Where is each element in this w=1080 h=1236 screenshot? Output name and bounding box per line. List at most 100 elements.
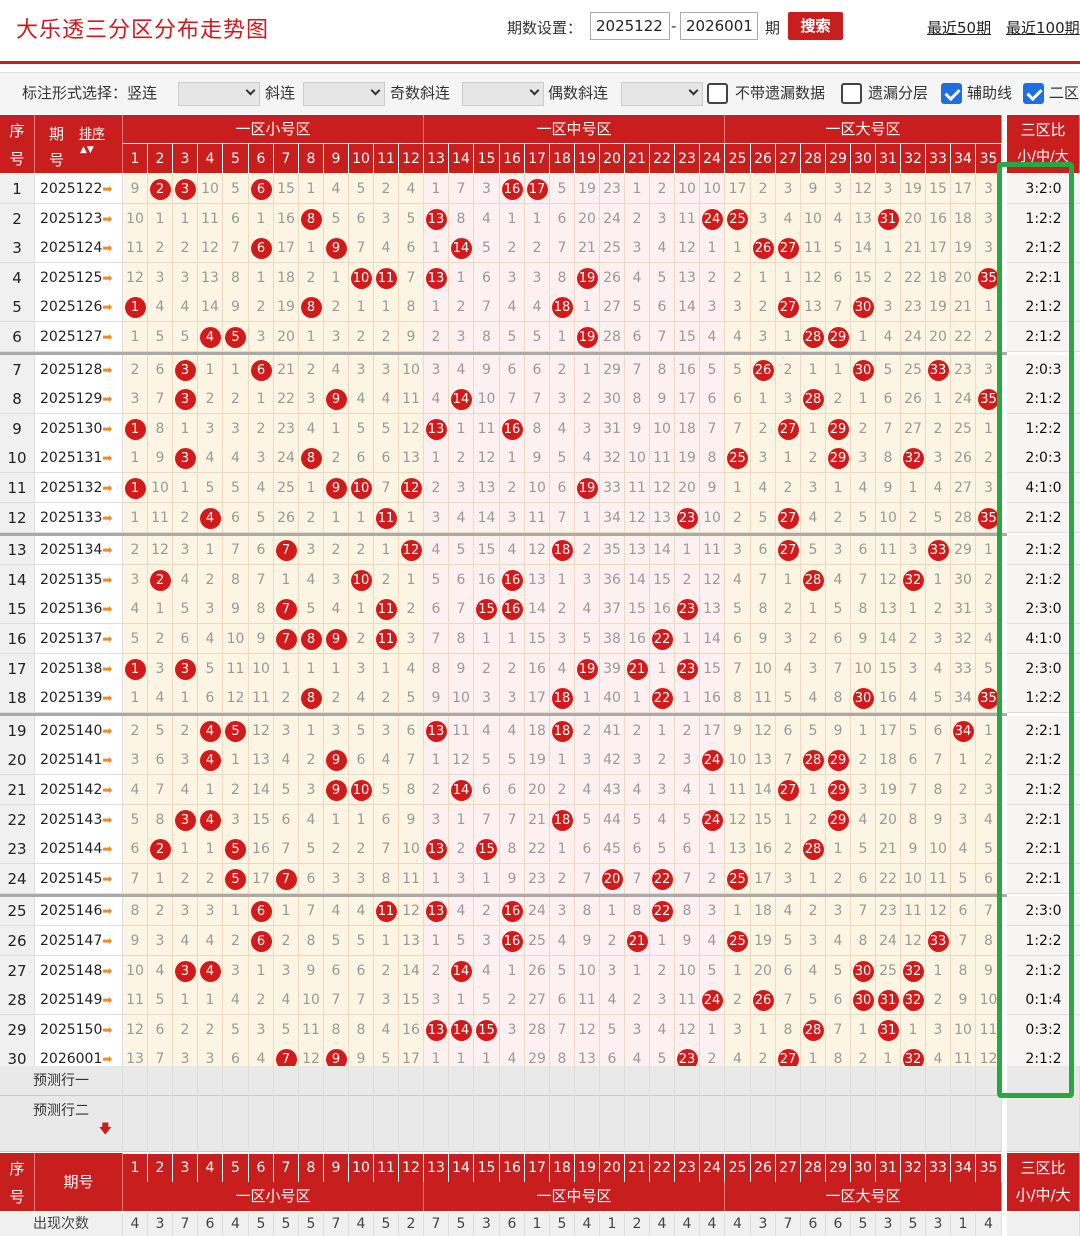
predict-cell[interactable] (876, 1066, 901, 1096)
predict-cell[interactable] (851, 1066, 876, 1096)
search-button[interactable]: 搜索 (788, 12, 843, 40)
predict-cell[interactable] (826, 1066, 851, 1096)
even-slant-select[interactable] (621, 82, 703, 106)
predict-cell[interactable] (951, 1096, 976, 1152)
row-period[interactable]: 2025149➡ (35, 985, 123, 1016)
predict-cell[interactable] (525, 1066, 550, 1096)
row-period[interactable]: 2025122➡ (35, 174, 123, 204)
row-period[interactable]: 2025130➡ (35, 413, 123, 444)
predict-cell[interactable] (751, 1096, 776, 1152)
predict-cell[interactable] (274, 1066, 299, 1096)
row-period[interactable]: 2025142➡ (35, 775, 123, 805)
predict-cell[interactable] (249, 1096, 274, 1152)
predict-cell[interactable] (776, 1066, 801, 1096)
predict-cell[interactable] (801, 1066, 826, 1096)
predict-cell[interactable] (725, 1096, 751, 1152)
predict-cell[interactable] (700, 1066, 725, 1096)
predict-cell[interactable] (600, 1066, 625, 1096)
predict-cell[interactable] (650, 1066, 675, 1096)
predict-cell[interactable] (173, 1096, 198, 1152)
row-period[interactable]: 2025138➡ (35, 653, 123, 684)
period-start-input[interactable] (590, 12, 670, 40)
vertical-link-select[interactable] (178, 82, 260, 106)
predict-cell[interactable] (198, 1096, 223, 1152)
predict-cell[interactable] (600, 1096, 625, 1152)
row-period[interactable]: 2025127➡ (35, 322, 123, 352)
row-period[interactable]: 2025140➡ (35, 715, 123, 746)
predict-cell[interactable] (826, 1096, 851, 1152)
row-period[interactable]: 2025134➡ (35, 535, 123, 566)
predict-cell[interactable] (474, 1066, 500, 1096)
predict-cell[interactable] (751, 1066, 776, 1096)
predict-cell[interactable] (223, 1066, 249, 1096)
row-period[interactable]: 2025128➡ (35, 354, 123, 385)
row-period[interactable]: 2025135➡ (35, 564, 123, 595)
predict-cell[interactable] (776, 1096, 801, 1152)
predict-cell[interactable] (349, 1096, 374, 1152)
row-period[interactable]: 2025141➡ (35, 745, 123, 776)
predict-cell[interactable] (976, 1096, 1002, 1152)
predict-cell[interactable] (148, 1096, 173, 1152)
row-period[interactable]: 2025131➡ (35, 443, 123, 474)
predict-cell[interactable] (876, 1096, 901, 1152)
predict-cell[interactable] (223, 1096, 249, 1152)
predict-row-1-label[interactable]: 预测行一 (0, 1066, 123, 1096)
predict-cell[interactable] (399, 1096, 424, 1152)
predict-cell[interactable] (399, 1066, 424, 1096)
predict-cell[interactable] (374, 1066, 399, 1096)
predict-cell[interactable] (449, 1066, 474, 1096)
sort-link[interactable]: 排序 (79, 127, 106, 142)
predict-cell[interactable] (575, 1066, 600, 1096)
recent-50-link[interactable]: 最近50期 (927, 19, 992, 37)
predict-cell[interactable] (951, 1066, 976, 1096)
predict-cell[interactable] (550, 1066, 575, 1096)
row-period[interactable]: 2025139➡ (35, 683, 123, 714)
no-miss-checkbox[interactable] (707, 83, 728, 104)
row-period[interactable]: 2025147➡ (35, 926, 123, 956)
row-period[interactable]: 2025125➡ (35, 262, 123, 293)
predict-cell[interactable] (123, 1096, 148, 1152)
row-period[interactable]: 2025124➡ (35, 233, 123, 264)
predict-cell[interactable] (474, 1096, 500, 1152)
predict-cell[interactable] (675, 1066, 700, 1096)
predict-cell[interactable] (851, 1096, 876, 1152)
recent-100-link[interactable]: 最近100期 (1006, 19, 1080, 37)
row-period[interactable]: 2025129➡ (35, 384, 123, 415)
predict-cell[interactable] (625, 1066, 650, 1096)
predict-cell[interactable] (274, 1096, 299, 1152)
predict-cell[interactable] (926, 1096, 951, 1152)
row-period[interactable]: 2025126➡ (35, 292, 123, 323)
miss-layer-checkbox[interactable] (841, 83, 862, 104)
predict-cell[interactable] (299, 1066, 324, 1096)
row-period[interactable]: 2025150➡ (35, 1014, 123, 1045)
row-period[interactable]: 2025137➡ (35, 624, 123, 654)
predict-cell[interactable] (424, 1096, 449, 1152)
predict-cell[interactable] (349, 1066, 374, 1096)
predict-cell[interactable] (725, 1066, 751, 1096)
row-period[interactable]: 2025133➡ (35, 502, 123, 533)
predict-cell[interactable] (625, 1096, 650, 1152)
odd-slant-select[interactable] (462, 82, 544, 106)
row-period[interactable]: 2025123➡ (35, 203, 123, 234)
row-period[interactable]: 2025144➡ (35, 834, 123, 865)
row-period[interactable]: 2025136➡ (35, 594, 123, 625)
predict-cell[interactable] (650, 1096, 675, 1152)
predict-cell[interactable] (324, 1096, 349, 1152)
predict-row-2-label[interactable]: 预测行二 🡇 (0, 1096, 123, 1152)
predict-cell[interactable] (901, 1066, 926, 1096)
predict-cell[interactable] (324, 1066, 349, 1096)
predict-cell[interactable] (801, 1096, 826, 1152)
predict-cell[interactable] (173, 1066, 198, 1096)
predict-cell[interactable] (500, 1096, 525, 1152)
zone2-checkbox[interactable] (1023, 83, 1044, 104)
predict-cell[interactable] (249, 1066, 274, 1096)
predict-cell[interactable] (675, 1096, 700, 1152)
row-period[interactable]: 2025146➡ (35, 896, 123, 927)
row-period[interactable]: 2025145➡ (35, 863, 123, 894)
predict-cell[interactable] (926, 1066, 951, 1096)
row-period[interactable]: 2025132➡ (35, 473, 123, 503)
predict-cell[interactable] (148, 1066, 173, 1096)
predict-cell[interactable] (575, 1096, 600, 1152)
predict-cell[interactable] (525, 1096, 550, 1152)
row-period[interactable]: 2025148➡ (35, 955, 123, 986)
